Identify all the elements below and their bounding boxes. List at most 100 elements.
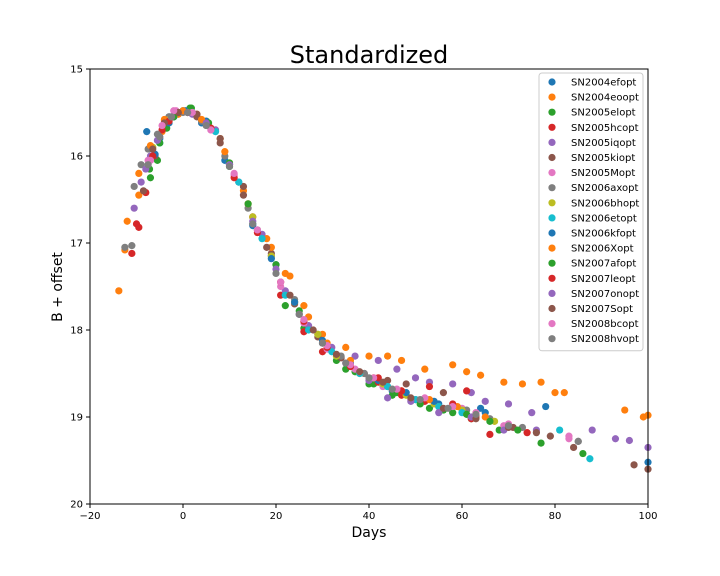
legend-marker bbox=[548, 153, 556, 162]
legend-entry: SN2005elopt bbox=[571, 108, 636, 119]
data-point-SN2004eoopt bbox=[342, 343, 350, 351]
data-point-SN2008hvopt bbox=[202, 121, 210, 130]
data-point-SN2008hvopt bbox=[167, 113, 175, 121]
data-point-SN2008hvopt bbox=[249, 220, 257, 228]
data-point-SN2005elopt bbox=[146, 174, 155, 182]
data-point-SN2006kfopt bbox=[267, 255, 275, 263]
legend-entry: SN2007leopt bbox=[571, 274, 636, 285]
legend-entry: SN2007Sopt bbox=[571, 304, 633, 315]
data-point-SN2007afopt bbox=[486, 417, 494, 425]
legend-entry: SN2005kiopt bbox=[571, 153, 635, 164]
data-point-SN2007Sopt bbox=[309, 326, 317, 334]
data-point-SN2004eoopt bbox=[421, 365, 429, 373]
data-point-SN2008bcopt bbox=[207, 126, 215, 134]
data-point-SN2006axopt bbox=[137, 161, 145, 169]
legend-entry: SN2006etopt bbox=[571, 213, 637, 224]
y-tick-label: 17 bbox=[70, 239, 83, 250]
data-point-SN2008bcopt bbox=[230, 169, 238, 177]
data-point-SN2008bcopt bbox=[170, 107, 178, 115]
legend-entry: SN2007afopt bbox=[571, 259, 636, 270]
legend-marker bbox=[548, 199, 556, 207]
y-tick-label: 15 bbox=[70, 65, 83, 76]
data-point-SN2005elopt bbox=[281, 302, 289, 310]
data-point-SN2004eoopt bbox=[537, 378, 545, 386]
legend-marker bbox=[548, 335, 556, 343]
data-point-SN2005hcopt bbox=[523, 429, 531, 437]
data-point-SN2004eoopt bbox=[500, 378, 508, 386]
data-point-SN2007Sopt bbox=[356, 368, 364, 376]
x-tick-label: 100 bbox=[638, 511, 657, 522]
data-point-SN2005iqopt bbox=[130, 204, 138, 212]
legend-marker bbox=[548, 214, 556, 222]
data-point-SN2004eoopt bbox=[518, 380, 527, 388]
data-point-SN2004eoopt bbox=[135, 191, 143, 199]
data-point-SN2005iqopt bbox=[393, 365, 401, 373]
x-tick-label: 60 bbox=[456, 511, 469, 522]
data-point-SN2005hcopt bbox=[128, 249, 136, 258]
data-point-SN2008bcopt bbox=[158, 121, 166, 130]
y-axis-label: B + offset bbox=[50, 252, 66, 322]
legend-marker bbox=[548, 138, 556, 146]
legend-entry: SN2004efopt bbox=[571, 78, 636, 89]
data-point-SN2007Sopt bbox=[532, 429, 541, 437]
data-point-SN2008bcopt bbox=[253, 226, 261, 234]
legend-entry: SN2006axopt bbox=[571, 183, 638, 194]
data-point-SN2006kfopt bbox=[477, 404, 485, 412]
data-point-SN2006bhopt bbox=[314, 330, 322, 338]
data-point-SN2006Xopt bbox=[135, 169, 143, 177]
data-point-SN2004efopt bbox=[143, 128, 151, 136]
legend-entry: SN2008bcopt bbox=[571, 319, 639, 330]
legend: SN2004efopt SN2004eoopt SN2005elopt SN2005h… bbox=[538, 72, 644, 352]
data-point-SN2005iqopt bbox=[449, 380, 457, 388]
data-point-SN2008hvopt bbox=[388, 385, 396, 393]
data-point-SN2007Sopt bbox=[379, 378, 387, 386]
legend-marker bbox=[548, 93, 556, 101]
x-tick-label: 40 bbox=[363, 511, 376, 522]
legend-marker bbox=[548, 274, 556, 282]
x-tick-label: 80 bbox=[549, 511, 562, 522]
data-point-SN2007onopt bbox=[384, 394, 392, 402]
data-point-SN2007Sopt bbox=[332, 350, 341, 358]
data-point-SN2005kiopt bbox=[630, 461, 638, 469]
chart-title: Standardized bbox=[290, 41, 448, 69]
data-point-SN2004eoopt bbox=[621, 406, 629, 414]
data-point-SN2004eoopt bbox=[449, 361, 457, 369]
legend-marker bbox=[548, 259, 556, 267]
data-point-SN2008hvopt bbox=[472, 410, 480, 418]
data-point-SN2004eoopt bbox=[300, 302, 308, 310]
data-point-SN2008hvopt bbox=[342, 359, 350, 367]
data-point-SN2004eoopt bbox=[551, 389, 559, 397]
legend-entry: SN2005iqopt bbox=[571, 138, 636, 149]
data-point-SN2005hcopt bbox=[486, 430, 494, 438]
data-point-SN2004eoopt bbox=[397, 356, 406, 365]
data-point-SN2008hvopt bbox=[504, 422, 513, 430]
data-point-SN2008hvopt bbox=[144, 161, 152, 169]
data-point-SN2004eoopt bbox=[115, 287, 123, 295]
data-point-SN2005iqopt bbox=[374, 356, 382, 365]
y-tick-label: 18 bbox=[70, 326, 83, 337]
data-point-SN2005iqopt bbox=[351, 352, 359, 360]
data-point-SN2006Xopt bbox=[123, 217, 131, 225]
data-point-SN2005iqopt bbox=[611, 435, 620, 443]
data-point-SN2007Sopt bbox=[286, 291, 294, 299]
data-point-SN2007leopt bbox=[135, 223, 143, 231]
x-tick-label: 0 bbox=[180, 511, 186, 522]
x-tick-label: 20 bbox=[270, 511, 283, 522]
y-tick-label: 19 bbox=[70, 413, 83, 424]
data-point-SN2005kiopt bbox=[402, 380, 410, 388]
x-axis-label: Days bbox=[352, 525, 387, 541]
data-point-SN2004eoopt bbox=[560, 389, 568, 397]
legend-marker bbox=[548, 320, 556, 328]
data-point-SN2006kfopt bbox=[291, 298, 299, 306]
legend-entry: SN2005hcopt bbox=[571, 123, 639, 134]
data-point-SN2004eoopt bbox=[477, 371, 485, 379]
data-point-SN2004eoopt bbox=[384, 352, 392, 360]
data-point-SN2008hvopt bbox=[225, 162, 234, 171]
data-point-SN2007Sopt bbox=[216, 139, 224, 147]
data-point-SN2005elopt bbox=[449, 409, 457, 417]
legend-marker bbox=[548, 304, 556, 313]
legend-entry: SN2004eoopt bbox=[571, 93, 639, 104]
x-tick-label: −20 bbox=[79, 511, 100, 522]
data-point-SN2004eoopt bbox=[463, 368, 471, 376]
y-tick-label: 20 bbox=[70, 500, 83, 511]
